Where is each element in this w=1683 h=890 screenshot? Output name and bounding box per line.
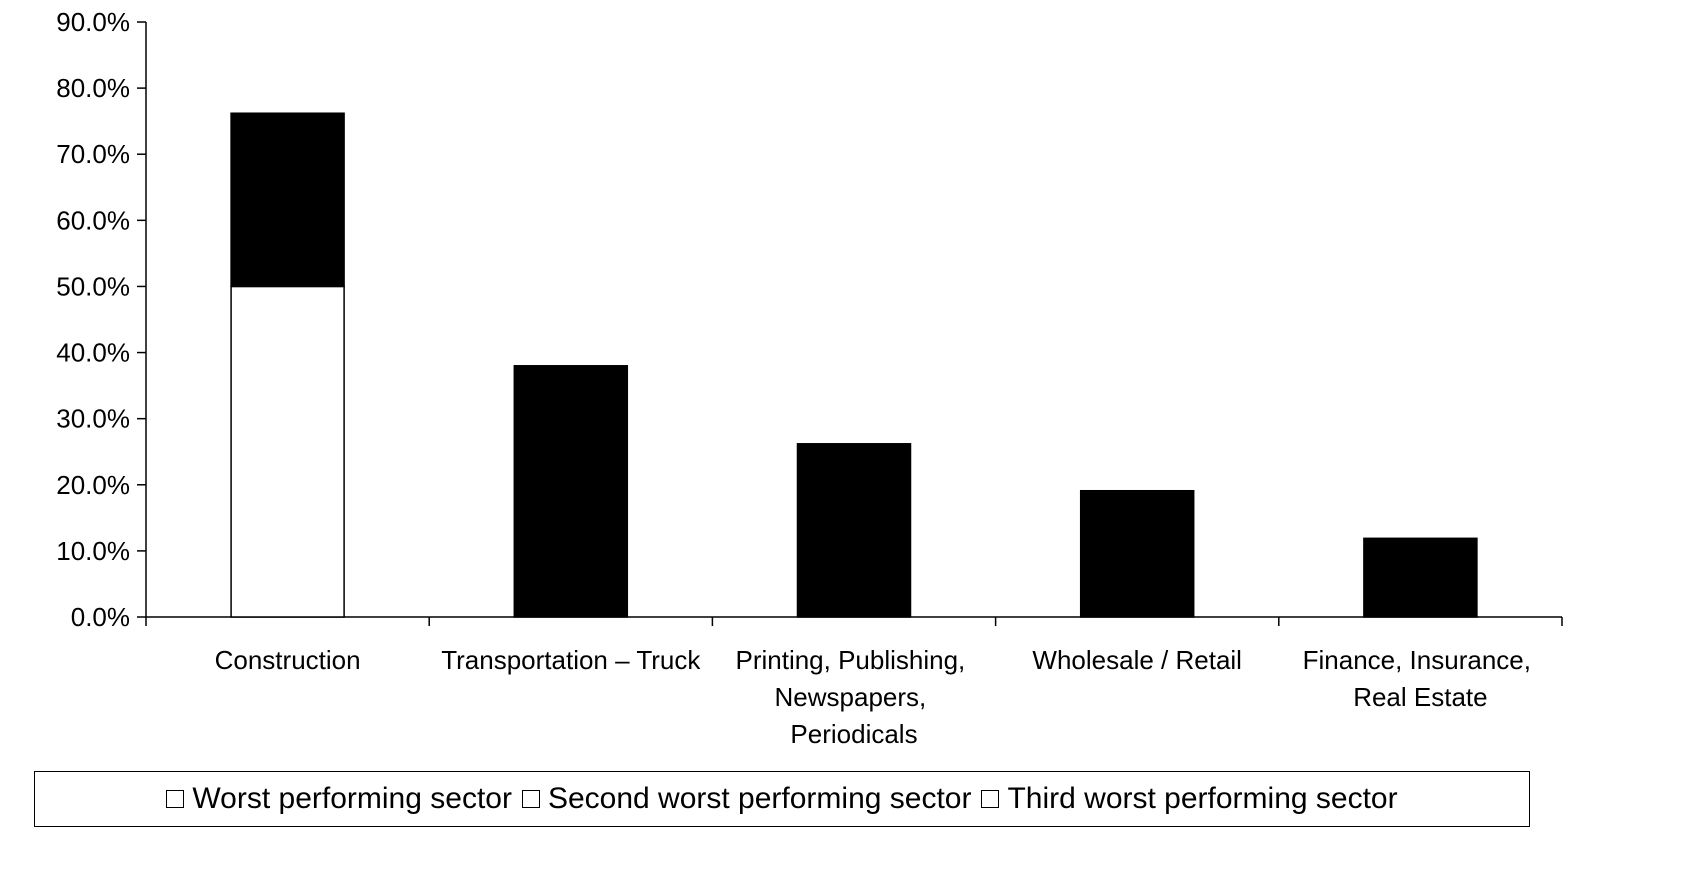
- legend-label: Third worst performing sector: [1007, 782, 1398, 815]
- y-tick-label: 70.0%: [56, 139, 130, 169]
- legend-item: Second worst performing sector: [521, 782, 972, 816]
- x-tick-label: Printing, Publishing, Newspapers, Period…: [735, 645, 972, 749]
- bar-segment: [230, 112, 345, 288]
- bar-segment: [796, 443, 912, 618]
- legend-item: Third worst performing sector: [981, 782, 1398, 816]
- y-tick-label: 30.0%: [56, 404, 130, 434]
- x-tick-label: Finance, Insurance, Real Estate: [1303, 645, 1539, 712]
- x-tick-label: Construction: [215, 645, 361, 675]
- legend-label: Second worst performing sector: [547, 782, 972, 815]
- x-tick-label: Wholesale / Retail: [1032, 645, 1242, 675]
- y-tick-label: 20.0%: [56, 470, 130, 500]
- y-tick-label: 60.0%: [56, 205, 130, 235]
- legend-label: Worst performing sector: [192, 782, 512, 815]
- chart: 0.0% 10.0% 20.0% 30.0% 40.0% 50.0% 60.0% 70.0% 8…: [56, 7, 1563, 749]
- bar-segment: [513, 365, 629, 618]
- bar-segment: [1079, 489, 1195, 618]
- y-tick-label: 80.0%: [56, 73, 130, 103]
- legend-marker: [166, 790, 185, 808]
- y-tick-label: 50.0%: [56, 271, 130, 301]
- y-tick-label: 90.0%: [56, 7, 130, 37]
- legend-marker: [981, 790, 1000, 808]
- legend-marker: [521, 790, 540, 808]
- x-tick-label: Transportation – Truck: [441, 645, 701, 675]
- legend: Worst performing sector Second worst perf…: [34, 771, 1530, 827]
- y-tick-label: 0.0%: [71, 602, 130, 632]
- bar-segment: [1363, 537, 1478, 618]
- y-tick-label: 10.0%: [56, 536, 130, 566]
- bar-segment: [230, 285, 345, 618]
- y-tick-label: 40.0%: [56, 338, 130, 368]
- legend-item: Worst performing sector: [166, 782, 512, 816]
